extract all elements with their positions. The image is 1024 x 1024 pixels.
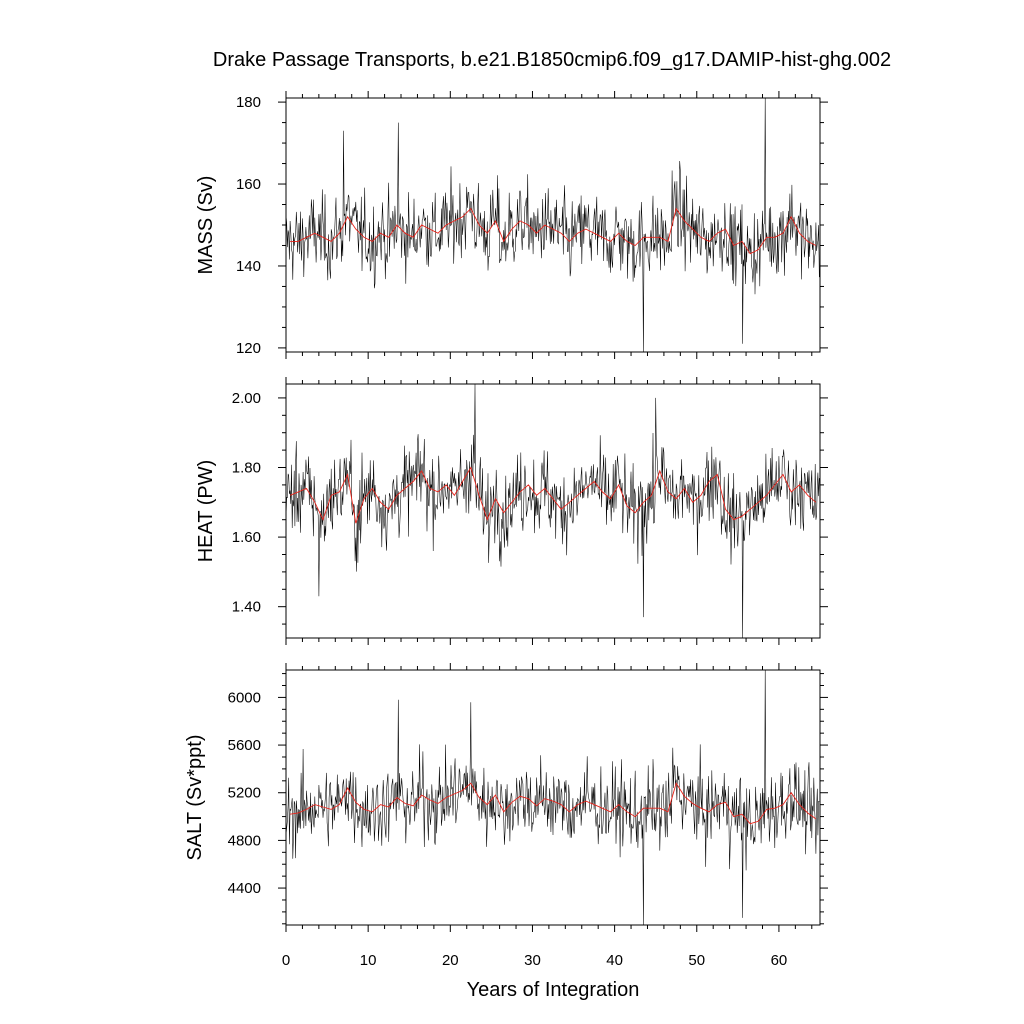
x-tick-label: 30 [524, 952, 541, 969]
annual-mean-line [290, 207, 817, 255]
monthly-series-line [285, 383, 820, 639]
chart-title: Drake Passage Transports, b.e21.B1850cmi… [213, 49, 891, 71]
x-tick-label: 50 [688, 952, 705, 969]
x-tick-label: 60 [771, 952, 788, 969]
y-tick-label: 1.60 [232, 529, 261, 546]
y-tick-label: 5200 [228, 785, 261, 802]
panel-frame [285, 97, 821, 353]
y-tick-label: 6000 [228, 689, 261, 706]
panel-frame [285, 669, 821, 926]
y-tick-label: 2.00 [232, 390, 261, 407]
y-axis-label: HEAT (PW) [195, 460, 217, 563]
y-tick-label: 120 [236, 340, 261, 357]
y-tick-label: 180 [236, 94, 261, 111]
x-axis-label: Years of Integration [467, 979, 640, 1001]
x-tick-label: 20 [442, 952, 459, 969]
y-axis-label: MASS (Sv) [195, 176, 217, 275]
x-tick-label: 40 [606, 952, 623, 969]
x-tick-label: 0 [282, 952, 290, 969]
monthly-series-line [285, 97, 820, 353]
y-axis-label: SALT (Sv*ppt) [184, 735, 206, 861]
y-tick-label: 140 [236, 258, 261, 275]
annual-mean-line [290, 782, 817, 825]
monthly-series-line [285, 669, 820, 926]
y-tick-label: 5600 [228, 737, 261, 754]
y-tick-label: 4800 [228, 832, 261, 849]
y-tick-label: 160 [236, 176, 261, 193]
y-tick-label: 4400 [228, 880, 261, 897]
panel-frame [285, 383, 821, 639]
y-tick-label: 1.80 [232, 460, 261, 477]
x-tick-label: 10 [360, 952, 377, 969]
annual-mean-line [289, 466, 817, 524]
y-tick-label: 1.40 [232, 599, 261, 616]
